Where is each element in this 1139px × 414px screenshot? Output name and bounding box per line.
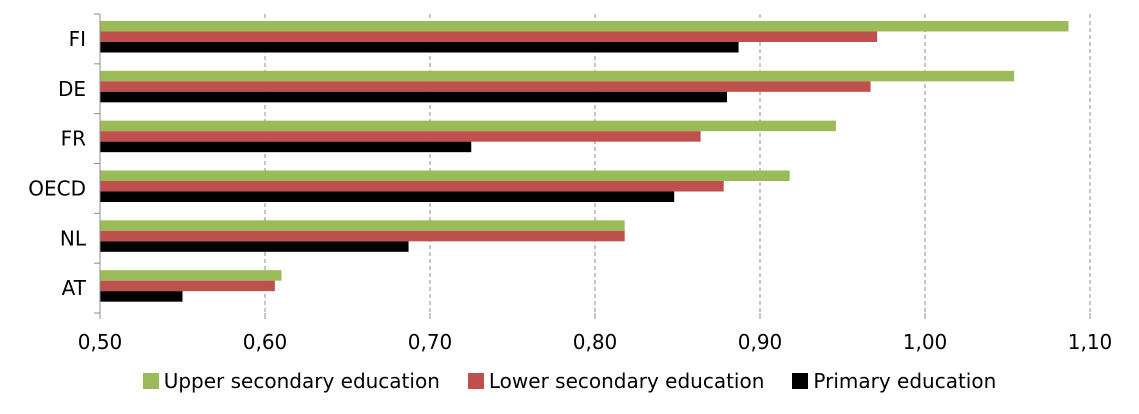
labels: 0,50 0,60 0,70 0,80 0,90 1,00 1,10 FI DE FR OECD NL… <box>28 27 1112 354</box>
bar <box>100 131 701 142</box>
bar <box>100 220 625 231</box>
legend-label: Upper secondary education <box>163 369 440 393</box>
legend: Upper secondary education Lower secondary… <box>0 361 1139 401</box>
legend-label: Primary education <box>813 369 997 393</box>
bar <box>100 280 275 292</box>
category-label: NL <box>60 226 87 250</box>
bar <box>100 31 878 42</box>
axes <box>94 13 1091 319</box>
x-tick-label: 0,80 <box>573 330 618 354</box>
bar <box>100 70 1015 82</box>
bar <box>100 81 871 92</box>
bar <box>100 291 183 302</box>
bar <box>100 230 625 242</box>
bar <box>100 42 739 53</box>
bar <box>100 191 675 202</box>
legend-item: Upper secondary education <box>142 369 440 393</box>
category-label: OECD <box>28 176 86 200</box>
legend-swatch <box>142 373 159 389</box>
x-tick-label: 1,00 <box>903 330 948 354</box>
bar <box>100 181 724 192</box>
bar <box>100 270 282 281</box>
category-label: AT <box>62 276 87 300</box>
gridlines <box>264 14 1091 313</box>
x-tick-label: 1,10 <box>1068 330 1113 354</box>
bar <box>100 141 472 153</box>
bars <box>100 21 1069 302</box>
x-tick-label: 0,90 <box>738 330 783 354</box>
bar <box>100 241 409 252</box>
legend-item: Lower secondary education <box>467 369 765 393</box>
legend-swatch <box>792 373 809 389</box>
bar <box>100 91 727 103</box>
bar <box>100 170 790 181</box>
bar <box>100 120 836 132</box>
bar <box>100 21 1069 32</box>
x-tick-label: 0,60 <box>243 330 288 354</box>
category-label: FR <box>61 127 87 151</box>
legend-swatch <box>467 373 484 389</box>
bar-chart: 0,50 0,60 0,70 0,80 0,90 1,00 1,10 FI DE FR OECD NL… <box>28 13 1112 354</box>
legend-item: Primary education <box>792 369 996 393</box>
legend-label: Lower secondary education <box>488 369 765 393</box>
category-label: FI <box>69 27 86 51</box>
x-tick-label: 0,70 <box>408 330 453 354</box>
category-label: DE <box>58 77 86 101</box>
x-tick-label: 0,50 <box>78 330 123 354</box>
